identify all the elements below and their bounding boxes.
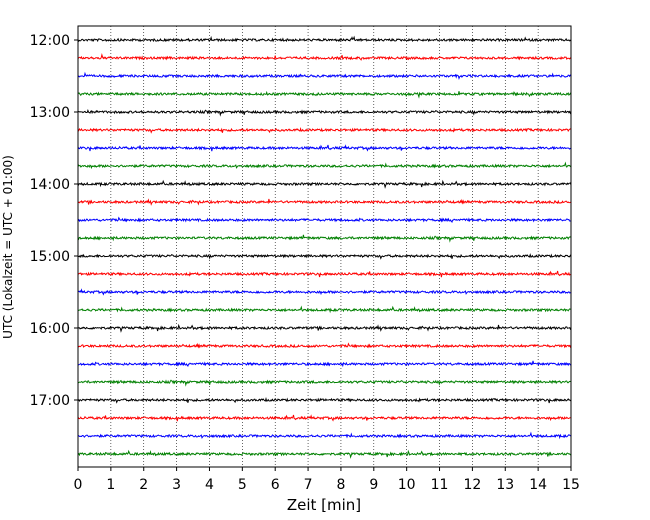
x-tick-label: 5: [238, 477, 247, 493]
y-tick-label: 12:00: [30, 33, 70, 49]
trace-1615: [77, 342, 572, 349]
trace-1515: [77, 270, 572, 278]
trace-1600: [77, 323, 572, 333]
trace-1400: [77, 179, 572, 189]
trace-1315: [77, 126, 572, 134]
y-axis-label: UTC (Lokalzeit = UTC + 01:00): [1, 155, 15, 339]
y-tick-label: 15:00: [30, 249, 70, 265]
trace-1645: [77, 379, 572, 387]
trace-1430: [77, 216, 571, 224]
y-tick-label: 14:00: [30, 177, 70, 193]
trace-1230: [77, 71, 572, 80]
x-tick-label: 7: [304, 477, 313, 493]
y-tick-label: 13:00: [30, 105, 70, 121]
trace-1215: [77, 53, 572, 61]
x-tick-label: 15: [562, 477, 580, 493]
trace-1300: [77, 109, 572, 117]
trace-1445: [77, 234, 572, 243]
trace-1630: [77, 360, 572, 368]
x-tick-label: 0: [74, 477, 83, 493]
y-tick-label: 16:00: [30, 321, 70, 337]
x-tick-label: 9: [369, 477, 378, 493]
trace-1330: [77, 144, 572, 152]
x-tick-label: 1: [106, 477, 115, 493]
trace-1545: [77, 305, 572, 314]
x-axis-ticks: 0 1 2 3 4 5 6 7 8 9 10 11 12 13 14 15: [74, 467, 580, 493]
y-axis-ticks: 12:00 13:00 14:00 15:00 16:00 17:00: [30, 33, 78, 409]
x-tick-label: 3: [172, 477, 181, 493]
trace-1345: [77, 161, 572, 170]
trace-1745: [77, 449, 572, 459]
x-tick-label: 6: [271, 477, 280, 493]
trace-1500: [77, 253, 572, 260]
trace-1245: [77, 90, 572, 99]
x-tick-label: 10: [398, 477, 416, 493]
x-tick-label: 8: [336, 477, 345, 493]
trace-1700: [77, 396, 572, 404]
x-tick-label: 13: [496, 477, 514, 493]
plot-frame: [77, 25, 572, 468]
x-tick-label: 14: [529, 477, 547, 493]
trace-1530: [77, 288, 572, 296]
y-tick-label: 17:00: [30, 393, 70, 409]
trace-1200: [77, 35, 572, 43]
seismic-traces: [77, 35, 572, 459]
trace-1730: [77, 431, 572, 440]
x-axis-label: Zeit [min]: [287, 496, 361, 514]
trace-1715: [77, 414, 572, 422]
trace-1415: [77, 198, 572, 206]
x-tick-label: 4: [205, 477, 214, 493]
x-tick-label: 2: [139, 477, 148, 493]
x-tick-label: 11: [431, 477, 449, 493]
x-tick-label: 12: [463, 477, 481, 493]
